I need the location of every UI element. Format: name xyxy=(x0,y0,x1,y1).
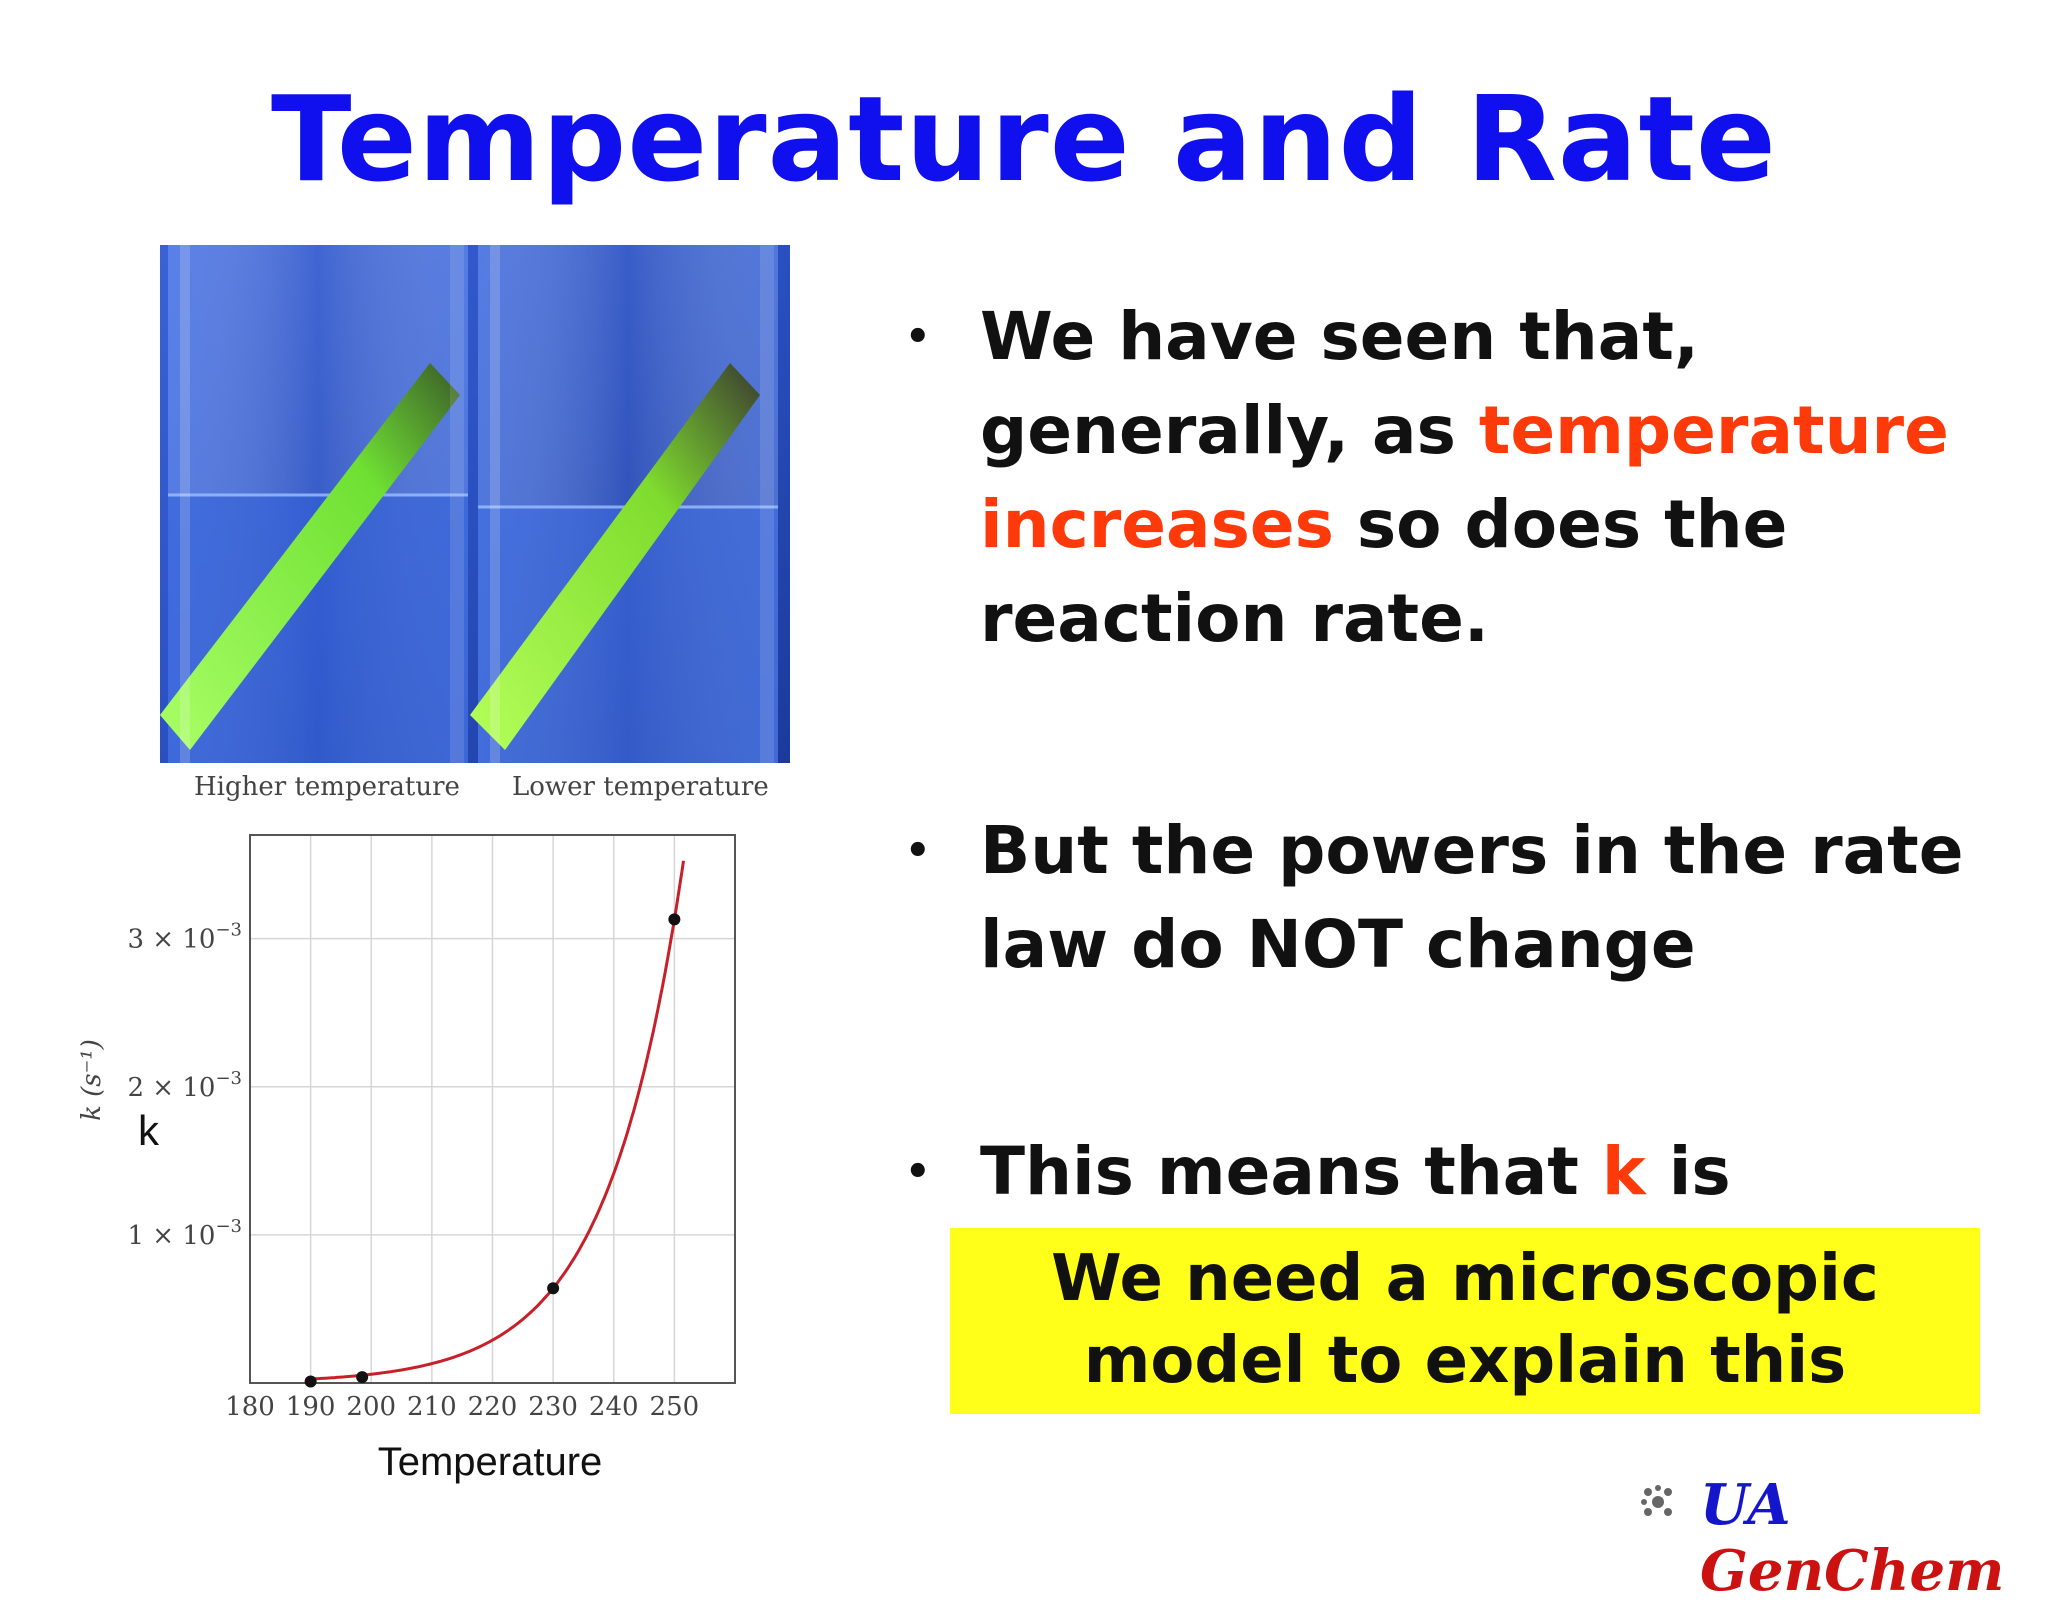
bullet-item: • This means that k is xyxy=(905,1125,1731,1219)
slide-title: Temperature and Rate xyxy=(271,70,1777,208)
chart-y-axis-label: k (s⁻¹) xyxy=(77,1039,107,1121)
chart-data-point xyxy=(304,1375,317,1388)
bullet-text: We have seen that, generally, as xyxy=(980,298,1699,469)
chart-x-axis-label: Temperature xyxy=(378,1440,603,1484)
brand-ua: UA xyxy=(1700,1472,1791,1538)
glowstick-photo xyxy=(160,245,790,763)
chart-x-tick-label: 190 xyxy=(286,1392,336,1422)
chart-x-tick-label: 220 xyxy=(468,1392,518,1422)
brand-genchem: GenChem xyxy=(1700,1538,2005,1604)
glowstick-photo-illustration xyxy=(160,245,790,763)
genchem-logo-icon xyxy=(1641,1485,1672,1516)
rate-constant-chart: 180 190 200 210 220 230 240 250 1 × 10−3 2 × 10−… xyxy=(77,834,736,1484)
chart-x-tick-label: 210 xyxy=(407,1392,457,1422)
bullet-text: so does the reaction rate. xyxy=(980,486,1788,657)
chart-y-tick-labels: 1 × 10−3 2 × 10−3 3 × 10−3 xyxy=(128,920,243,1251)
chart-series-curve xyxy=(310,860,685,1381)
chart-data-point xyxy=(356,1371,369,1384)
chart-x-tick-label: 240 xyxy=(589,1392,639,1422)
chart-y-tick-label: 1 × 10−3 xyxy=(128,1216,243,1251)
chart-y-tick-label: 2 × 10−3 xyxy=(128,1068,243,1103)
bullet-item: • But the powers in the rate law do NOT … xyxy=(905,804,1985,992)
chart-y-axis-annotation: k xyxy=(138,1107,160,1154)
bullet-marker: • xyxy=(905,1149,931,1195)
chart-x-tick-labels: 180 190 200 210 220 230 240 250 xyxy=(225,1392,699,1422)
chart-data-point xyxy=(668,913,681,926)
bullet-marker: • xyxy=(905,828,931,874)
bullet-marker: • xyxy=(905,314,931,360)
caption-lower-temperature: Lower temperature xyxy=(512,772,769,802)
bullet-text: This means that xyxy=(980,1133,1602,1210)
chart-y-tick-label: 3 × 10−3 xyxy=(128,920,243,955)
chart-grid xyxy=(249,835,735,1383)
callout-box: We need a microscopic model to explain t… xyxy=(950,1228,1980,1414)
bullet-text: is xyxy=(1645,1133,1731,1210)
brand-logo: UA GenChem xyxy=(1700,1472,2048,1604)
chart-x-tick-label: 200 xyxy=(346,1392,396,1422)
chart-data-points xyxy=(304,913,681,1388)
chart-x-tick-label: 250 xyxy=(650,1392,700,1422)
bullet-item: • We have seen that, generally, as tempe… xyxy=(905,290,1985,666)
bullet-highlight: k xyxy=(1601,1133,1646,1210)
bullet-highlight: temperature increases xyxy=(980,392,1949,563)
caption-higher-temperature: Higher temperature xyxy=(194,772,460,802)
chart-data-point xyxy=(547,1282,560,1295)
chart-x-tick-label: 230 xyxy=(528,1392,578,1422)
chart-x-tick-label: 180 xyxy=(225,1392,275,1422)
chart-plot-frame xyxy=(249,834,736,1384)
bullet-text: But the powers in the rate law do NOT ch… xyxy=(980,812,1964,983)
